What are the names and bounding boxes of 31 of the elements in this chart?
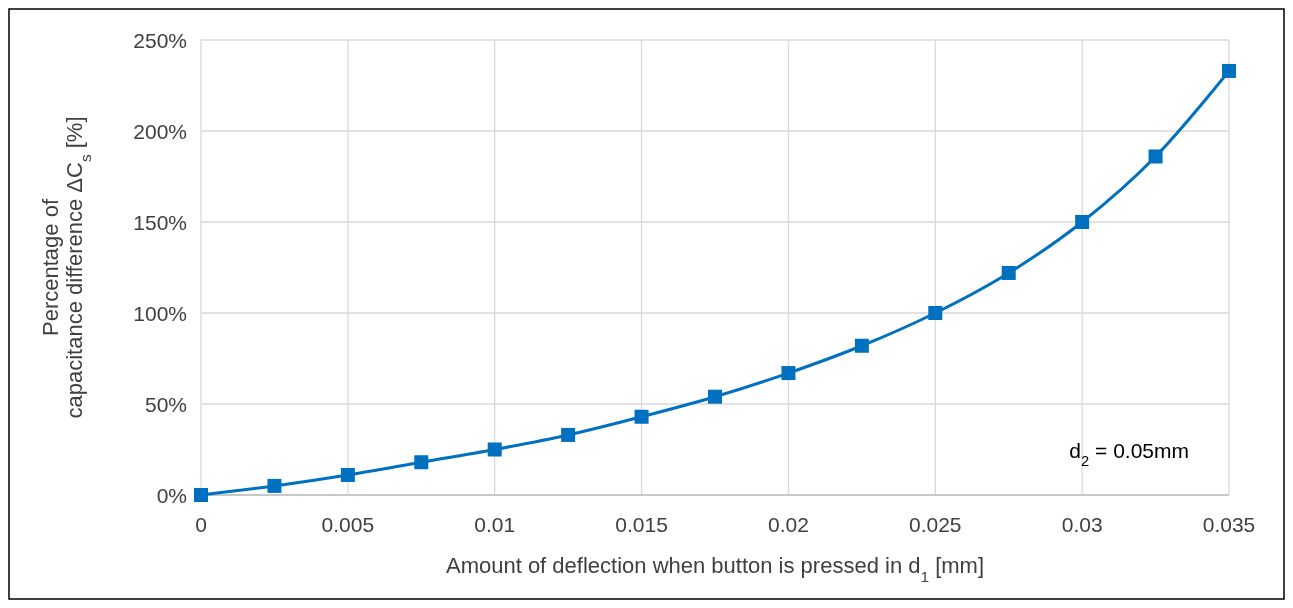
- x-tick-label: 0.02: [767, 513, 809, 536]
- x-axis-title: Amount of deflection when button is pressed in d$_{1}$ [mm]: [445, 553, 985, 585]
- point: [928, 306, 943, 320]
- point: [414, 455, 429, 470]
- y-tick-label: 250%: [133, 29, 187, 52]
- x-tick-label: 0.025: [909, 513, 962, 536]
- point: [854, 338, 869, 353]
- annotation: d$_{2}$ = 0.05mm: [1069, 438, 1189, 469]
- y-tick-label: 0%: [156, 484, 187, 507]
- x-tick-label: 0.015: [615, 513, 668, 536]
- x-tick-label: 0: [195, 513, 207, 536]
- point: [267, 478, 282, 493]
- point: [1075, 215, 1090, 229]
- point: [1222, 63, 1236, 78]
- x-tick-label: 0.035: [1202, 513, 1256, 536]
- point: [781, 366, 796, 381]
- point: [194, 488, 208, 502]
- point: [487, 442, 502, 457]
- x-tick-label: 0.01: [474, 513, 516, 536]
- point: [340, 467, 355, 482]
- point: [1148, 149, 1163, 164]
- x-tick-label: 0.005: [321, 513, 375, 536]
- x-tick-label: 0.03: [1061, 513, 1103, 536]
- y-tick-label: 100%: [133, 302, 187, 325]
- y-tick-label: 50%: [144, 393, 187, 416]
- y-tick-label: 150%: [133, 211, 187, 234]
- y-tick-label: 200%: [133, 120, 187, 143]
- point: [561, 427, 576, 442]
- point: [708, 389, 722, 404]
- point: [634, 409, 649, 424]
- point: [1001, 265, 1016, 280]
